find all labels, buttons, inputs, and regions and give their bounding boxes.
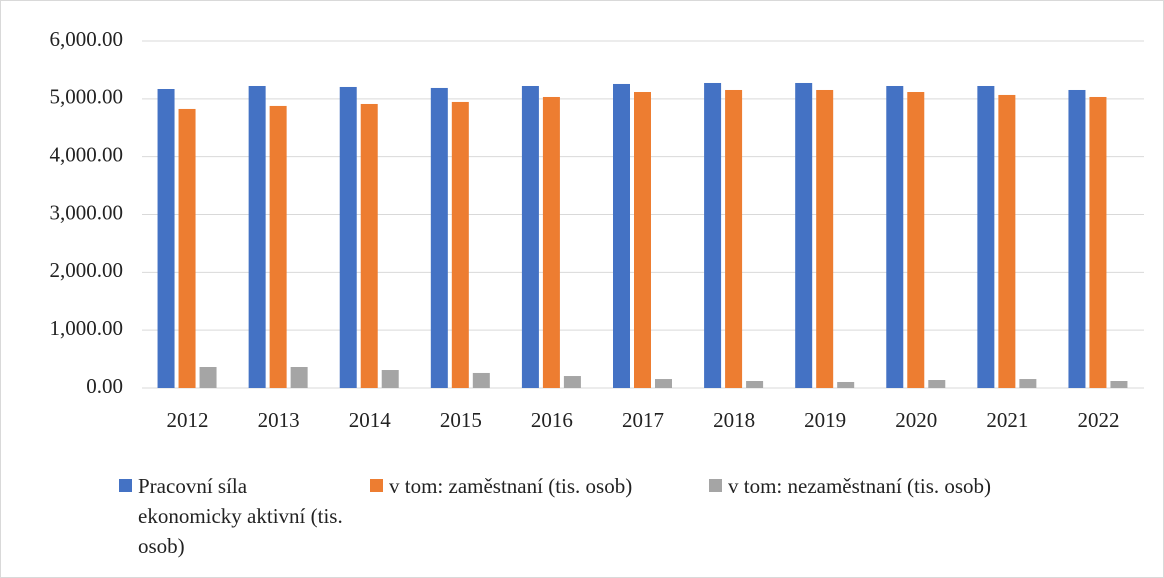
bar: [360, 103, 378, 388]
bar: [178, 108, 196, 389]
bar: [451, 101, 469, 389]
bar: [655, 379, 672, 388]
y-tick-label: 6,000.00: [50, 27, 124, 51]
x-tick-label: 2022: [1077, 408, 1119, 432]
bar: [613, 83, 630, 389]
bar: [1110, 381, 1128, 388]
legend-swatch: [119, 479, 132, 492]
bar: [634, 92, 651, 388]
bar: [563, 376, 581, 388]
legend-swatch: [370, 479, 383, 492]
legend-item: v tom: zaměstnaní (tis. osob): [370, 471, 700, 501]
bar: [907, 92, 925, 388]
bar: [977, 85, 995, 389]
bar: [725, 89, 743, 388]
x-tick-label: 2017: [622, 408, 664, 432]
x-tick-label: 2015: [440, 408, 482, 432]
legend-item: v tom: nezaměstnaní (tis. osob): [709, 471, 1109, 501]
x-tick-label: 2013: [258, 408, 300, 432]
bar: [199, 367, 217, 388]
x-tick-label: 2021: [986, 408, 1028, 432]
y-tick-label: 1,000.00: [50, 316, 124, 340]
y-tick-label: 4,000.00: [50, 142, 124, 166]
bar: [472, 372, 490, 388]
bar: [746, 381, 764, 388]
y-tick-label: 3,000.00: [50, 200, 124, 224]
x-tick-label: 2016: [531, 408, 573, 432]
bar: [1068, 89, 1086, 388]
x-tick-label: 2012: [167, 408, 209, 432]
bar: [704, 82, 722, 388]
bar: [886, 85, 904, 389]
legend-swatch: [709, 479, 722, 492]
bar: [248, 85, 266, 389]
legend-label: v tom: zaměstnaní (tis. osob): [389, 474, 633, 498]
x-tick-label: 2014: [349, 408, 392, 432]
bar: [290, 367, 308, 388]
bar: [928, 380, 946, 388]
bar: [269, 105, 287, 388]
legend-label: Pracovní síla ekonomicky aktivní (tis. o…: [138, 474, 343, 558]
bar: [795, 82, 813, 388]
bar: [381, 370, 399, 388]
bar: [816, 89, 834, 388]
bar: [157, 89, 175, 389]
legend-item: Pracovní síla ekonomicky aktivní (tis. o…: [119, 471, 344, 561]
x-tick-label: 2020: [895, 408, 937, 432]
x-tick-label: 2019: [804, 408, 846, 432]
bar: [1089, 96, 1107, 388]
y-tick-label: 2,000.00: [50, 258, 124, 282]
y-tick-label: 0.00: [86, 374, 123, 398]
bar: [998, 94, 1016, 389]
bar: [430, 87, 448, 388]
bar: [837, 381, 855, 388]
bar: [542, 96, 560, 388]
bar: [1019, 379, 1037, 388]
y-tick-label: 5,000.00: [50, 85, 124, 109]
bar: [521, 85, 539, 389]
x-tick-label: 2018: [713, 408, 755, 432]
bar: [339, 86, 357, 388]
legend-label: v tom: nezaměstnaní (tis. osob): [728, 474, 992, 498]
